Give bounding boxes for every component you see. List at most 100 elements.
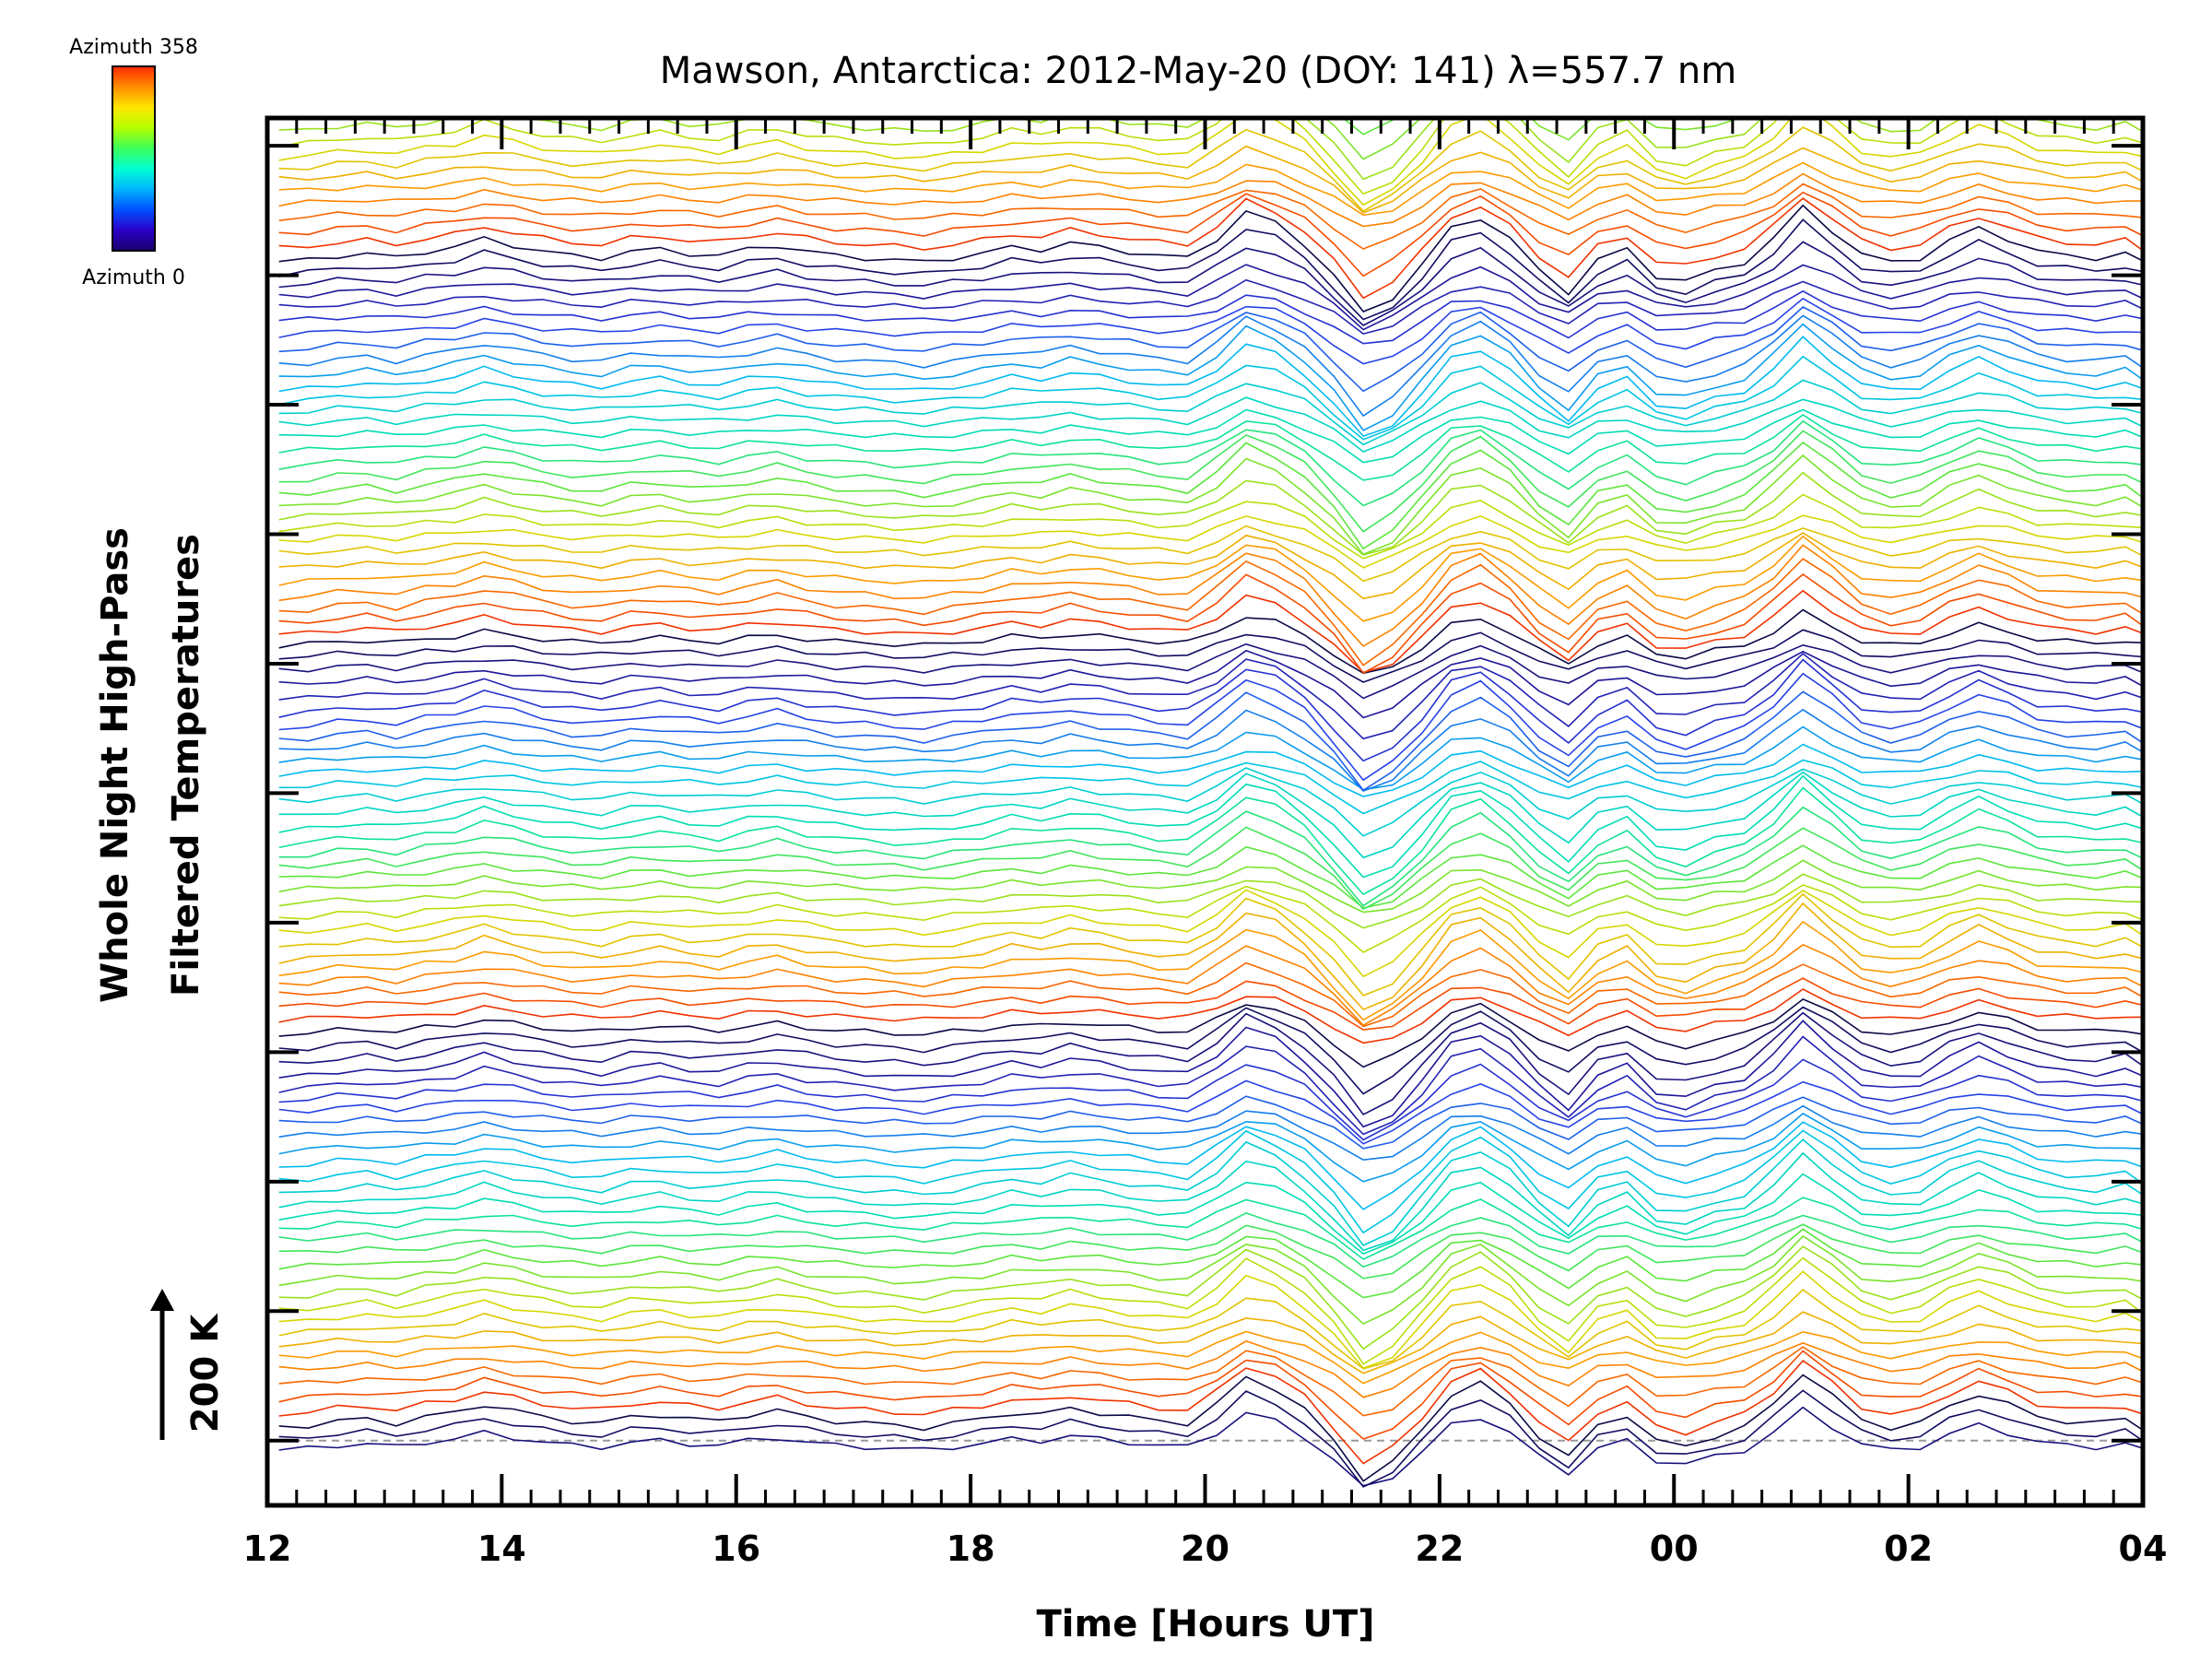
- series-line: [278, 690, 2143, 792]
- series-line: [278, 419, 2143, 507]
- series-line: [278, 118, 2143, 181]
- series-line: [278, 306, 2143, 393]
- series-line: [278, 1350, 2143, 1440]
- series-line: [278, 1121, 2143, 1210]
- series-line: [278, 145, 2143, 214]
- series-line: [278, 649, 2143, 719]
- series-line: [278, 1288, 2143, 1370]
- series-line: [278, 608, 2143, 675]
- series-line: [278, 414, 2143, 481]
- series-line: [278, 1270, 2143, 1370]
- series-line: [278, 652, 2143, 740]
- y-axis-label-line-1: Whole Night High-Pass: [94, 527, 136, 1003]
- x-tick-label: 00: [1650, 1528, 1699, 1569]
- series-line: [278, 323, 2143, 431]
- series-line: [278, 314, 2143, 418]
- series-line: [278, 1228, 2143, 1299]
- series-layer: [267, 0, 2143, 1488]
- series-line: [278, 544, 2143, 647]
- series-line: [278, 643, 2143, 700]
- series-line: [278, 525, 2143, 583]
- series-line: [278, 902, 2143, 1011]
- scale-label: 200 K: [184, 1313, 227, 1433]
- series-line: [278, 1035, 2143, 1136]
- series-line: [278, 408, 2143, 464]
- series-line: [278, 1374, 2143, 1482]
- x-axis-label: Time [Hours UT]: [1037, 1603, 1375, 1645]
- series-line: [278, 988, 2143, 1044]
- series-line: [278, 708, 2143, 792]
- x-tick-label: 16: [712, 1528, 760, 1569]
- series-line: [278, 1234, 2143, 1326]
- series-line: [278, 336, 2143, 438]
- series-line: [278, 589, 2143, 674]
- x-tick-label: 22: [1415, 1528, 1464, 1569]
- series-line: [278, 289, 2143, 345]
- series-line: [278, 183, 2143, 250]
- series-line: [278, 658, 2143, 762]
- series-line: [278, 278, 2143, 335]
- series-line: [278, 430, 2143, 533]
- series-line: [278, 1173, 2143, 1256]
- series-line: [278, 191, 2143, 277]
- series-line: [278, 859, 2143, 914]
- series-line: [278, 1245, 2143, 1350]
- series-line: [278, 532, 2143, 600]
- series-line: [278, 471, 2143, 556]
- series-line: [278, 441, 2143, 550]
- colorbar-bottom-label: Azimuth 0: [82, 266, 185, 289]
- series-line: [278, 355, 2143, 441]
- series-line: [278, 920, 2143, 1021]
- series-line: [278, 1256, 2143, 1365]
- series-line: [278, 1311, 2143, 1374]
- y-axis-label-line-2: Filtered Temperatures: [165, 534, 207, 997]
- x-tick-label: 04: [2119, 1528, 2168, 1569]
- x-tick-label: 12: [243, 1528, 292, 1569]
- plot-frame: [265, 115, 2146, 1508]
- series-line: [278, 1339, 2143, 1398]
- series-line: [278, 1129, 2143, 1234]
- series-line: [278, 118, 2143, 206]
- series-line: [278, 1330, 2143, 1385]
- series-line: [278, 454, 2143, 556]
- x-tick-label: 18: [947, 1528, 995, 1569]
- x-tick-label: 14: [477, 1528, 526, 1569]
- series-line: [278, 1006, 2143, 1095]
- x-tick-label: 02: [1884, 1528, 1933, 1569]
- colorbar-top-label: Azimuth 358: [69, 36, 198, 59]
- series-line: [278, 771, 2143, 859]
- series-line: [278, 889, 2143, 978]
- series-line: [278, 1360, 2143, 1465]
- chart-title: Mawson, Antarctica: 2012-May-20 (DOY: 14…: [660, 50, 1736, 92]
- series-line: [278, 1389, 2143, 1488]
- series-line: [278, 997, 2143, 1068]
- scale-indicator: 200 K: [150, 1289, 227, 1440]
- axes-layer: 12 14 16 18 20 22 00 02 04: [243, 118, 2168, 1569]
- series-line: [278, 1223, 2143, 1280]
- series-line: [278, 1112, 2143, 1183]
- series-line: [278, 1079, 2143, 1145]
- series-line: [278, 396, 2143, 453]
- series-line: [278, 1095, 2143, 1150]
- series-line: [278, 1346, 2143, 1417]
- series-line: [278, 786, 2143, 896]
- series-line: [278, 572, 2143, 675]
- series-line: [279, 0, 2143, 18]
- series-line: [278, 1212, 2143, 1268]
- series-line: [278, 759, 2143, 815]
- series-line: [278, 826, 2143, 911]
- series-line: [278, 743, 2143, 797]
- colorbar: Azimuth 358 Azimuth 0: [69, 36, 198, 289]
- series-line: [278, 161, 2143, 217]
- series-line: [278, 884, 2143, 953]
- series-line: [278, 873, 2143, 929]
- series-line: [278, 892, 2143, 997]
- series-line: [278, 725, 2143, 791]
- series-line: [278, 672, 2143, 782]
- series-line: [278, 1020, 2143, 1128]
- series-line: [278, 172, 2143, 228]
- series-line: [278, 774, 2143, 879]
- series-line: [278, 1151, 2143, 1252]
